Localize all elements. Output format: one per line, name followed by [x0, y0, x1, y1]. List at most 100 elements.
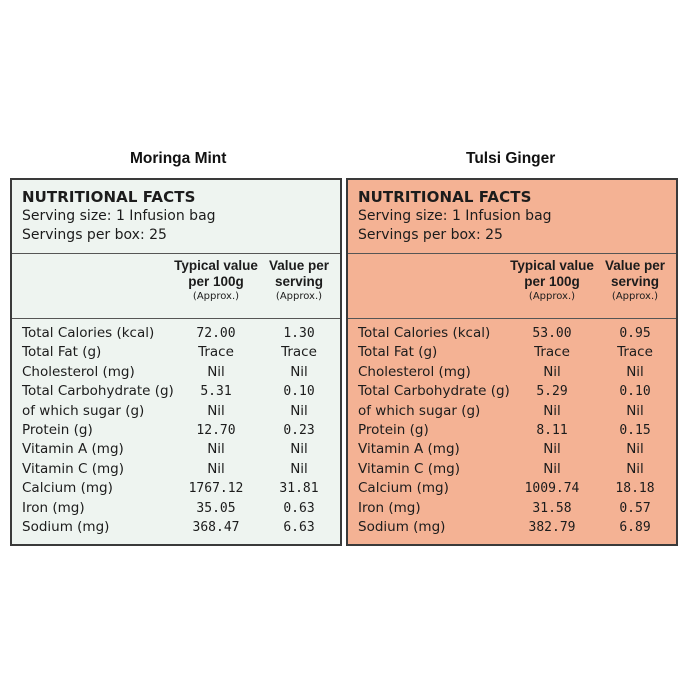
nutrient-label: Vitamin A (mg): [22, 441, 124, 458]
value-per-100g: Nil: [543, 460, 561, 477]
value-per-serving: 31.81: [279, 481, 319, 497]
nutrient-label: Cholesterol (mg): [358, 363, 471, 380]
value-per-serving: 0.23: [283, 422, 315, 438]
nutritional-facts-heading: NUTRITIONAL FACTS: [22, 188, 196, 206]
value-per-serving: Trace: [281, 344, 317, 361]
value-per-100g: Trace: [534, 344, 570, 361]
value-per-100g: Nil: [207, 460, 225, 477]
value-per-100g: Nil: [543, 363, 561, 380]
col-header-line: Typical value: [174, 258, 258, 273]
nutrient-label: Protein (g): [22, 421, 93, 438]
serving-size: Serving size: 1 Infusion bag: [358, 208, 552, 224]
nutrient-rows: Total Calories (kcal) 72.00 1.30 Total Fat …: [12, 319, 340, 537]
value-per-serving: 0.95: [619, 326, 651, 341]
nutrient-row: Calcium (mg) 1009.74 18.18: [348, 479, 676, 498]
value-per-100g: 35.05: [196, 500, 236, 516]
nutrient-label: Protein (g): [358, 421, 429, 438]
value-per-serving: Nil: [290, 460, 308, 477]
nutrient-row: of which sugar (g) Nil Nil: [12, 402, 340, 421]
value-per-100g: 8.11: [536, 422, 568, 438]
nutrient-row: Iron (mg) 35.05 0.63: [12, 499, 340, 518]
panel-title-tulsi-ginger: Tulsi Ginger: [466, 150, 556, 167]
value-per-100g: Nil: [543, 402, 561, 419]
nutrient-row: Cholesterol (mg) Nil Nil: [348, 363, 676, 382]
nutrient-label: Iron (mg): [22, 499, 85, 516]
nutrient-label: Vitamin C (mg): [22, 460, 124, 477]
value-per-100g: Nil: [207, 363, 225, 380]
value-per-serving: Nil: [626, 402, 644, 419]
value-per-100g: Nil: [543, 441, 561, 458]
value-per-serving: Nil: [626, 460, 644, 477]
nutrient-label: Sodium (mg): [358, 518, 446, 535]
value-per-serving: 1.30: [283, 326, 315, 341]
col-header-note: (Approx.): [611, 291, 659, 302]
panel-title-moringa-mint: Moringa Mint: [130, 150, 227, 167]
nutrient-row: Total Fat (g) Trace Trace: [12, 343, 340, 362]
panel-header: NUTRITIONAL FACTS Serving size: 1 Infusi…: [348, 180, 676, 254]
nutrient-row: Iron (mg) 31.58 0.57: [348, 499, 676, 518]
nutrient-label: Calcium (mg): [22, 480, 113, 497]
nutrient-label: Total Carbohydrate (g): [358, 383, 510, 400]
nutrient-label: Total Fat (g): [22, 344, 102, 361]
nutrient-row: Vitamin A (mg) Nil Nil: [12, 440, 340, 459]
value-per-100g: 12.70: [196, 422, 236, 438]
nutrient-row: Sodium (mg) 368.47 6.63: [12, 518, 340, 537]
col-header-per-100g: Typical value per 100g (Approx.): [498, 258, 606, 304]
value-per-serving: Nil: [290, 363, 308, 380]
value-per-serving: 6.89: [619, 519, 651, 535]
value-per-serving: 0.10: [283, 384, 315, 400]
servings-per-box: Servings per box: 25: [358, 227, 503, 243]
value-per-100g: 53.00: [532, 326, 572, 341]
col-header-line: per 100g: [188, 274, 244, 289]
value-per-100g: 5.29: [536, 384, 568, 400]
col-header-line: serving: [274, 274, 324, 289]
col-header-line: Value per: [268, 258, 330, 273]
value-per-100g: 5.31: [200, 384, 232, 400]
col-header-note: (Approx.): [528, 291, 576, 302]
col-header-note: (Approx.): [192, 291, 240, 302]
nutrient-rows: Total Calories (kcal) 53.00 0.95 Total Fat …: [348, 319, 676, 537]
col-header-per-serving: Value per serving (Approx.): [596, 258, 674, 304]
nutrition-panel-moringa-mint: NUTRITIONAL FACTS Serving size: 1 Infusi…: [10, 178, 342, 546]
value-per-100g: 72.00: [196, 326, 236, 341]
value-per-100g: 368.47: [192, 519, 240, 535]
value-per-serving: 0.10: [619, 384, 651, 400]
col-header-per-serving: Value per serving (Approx.): [260, 258, 338, 304]
column-headers: Typical value per 100g (Approx.) Value p…: [12, 254, 340, 319]
value-per-serving: Trace: [617, 344, 653, 361]
column-headers: Typical value per 100g (Approx.) Value p…: [348, 254, 676, 319]
value-per-100g: 1009.74: [524, 481, 580, 497]
value-per-serving: Nil: [290, 441, 308, 458]
nutrient-label: Iron (mg): [358, 499, 421, 516]
nutrient-row: of which sugar (g) Nil Nil: [348, 402, 676, 421]
nutrient-row: Total Calories (kcal) 53.00 0.95: [348, 324, 676, 343]
nutrient-label: Sodium (mg): [22, 518, 110, 535]
col-header-per-100g: Typical value per 100g (Approx.): [162, 258, 270, 304]
nutrient-label: Calcium (mg): [358, 480, 449, 497]
nutrient-row: Vitamin C (mg) Nil Nil: [12, 460, 340, 479]
nutritional-facts-heading: NUTRITIONAL FACTS: [358, 188, 532, 206]
serving-size: Serving size: 1 Infusion bag: [22, 208, 216, 224]
col-header-line: serving: [610, 274, 660, 289]
value-per-100g: 31.58: [532, 500, 572, 516]
value-per-serving: Nil: [290, 402, 308, 419]
value-per-serving: 0.57: [619, 500, 651, 516]
nutrient-row: Total Calories (kcal) 72.00 1.30: [12, 324, 340, 343]
nutrient-row: Total Carbohydrate (g) 5.29 0.10: [348, 382, 676, 401]
value-per-serving: Nil: [626, 441, 644, 458]
value-per-serving: 0.15: [619, 422, 651, 438]
nutrient-row: Vitamin A (mg) Nil Nil: [348, 440, 676, 459]
value-per-serving: 18.18: [615, 481, 655, 497]
nutrient-label: Vitamin C (mg): [358, 460, 460, 477]
nutrient-label: Cholesterol (mg): [22, 363, 135, 380]
value-per-100g: Nil: [207, 441, 225, 458]
nutrient-label: of which sugar (g): [22, 402, 145, 419]
nutrient-row: Protein (g) 12.70 0.23: [12, 421, 340, 440]
nutrient-row: Protein (g) 8.11 0.15: [348, 421, 676, 440]
nutrient-label: Total Calories (kcal): [22, 325, 155, 341]
col-header-line: Typical value: [510, 258, 594, 273]
value-per-serving: 0.63: [283, 500, 315, 516]
nutrient-row: Sodium (mg) 382.79 6.89: [348, 518, 676, 537]
nutrition-panel-tulsi-ginger: NUTRITIONAL FACTS Serving size: 1 Infusi…: [346, 178, 678, 546]
nutrient-row: Vitamin C (mg) Nil Nil: [348, 460, 676, 479]
